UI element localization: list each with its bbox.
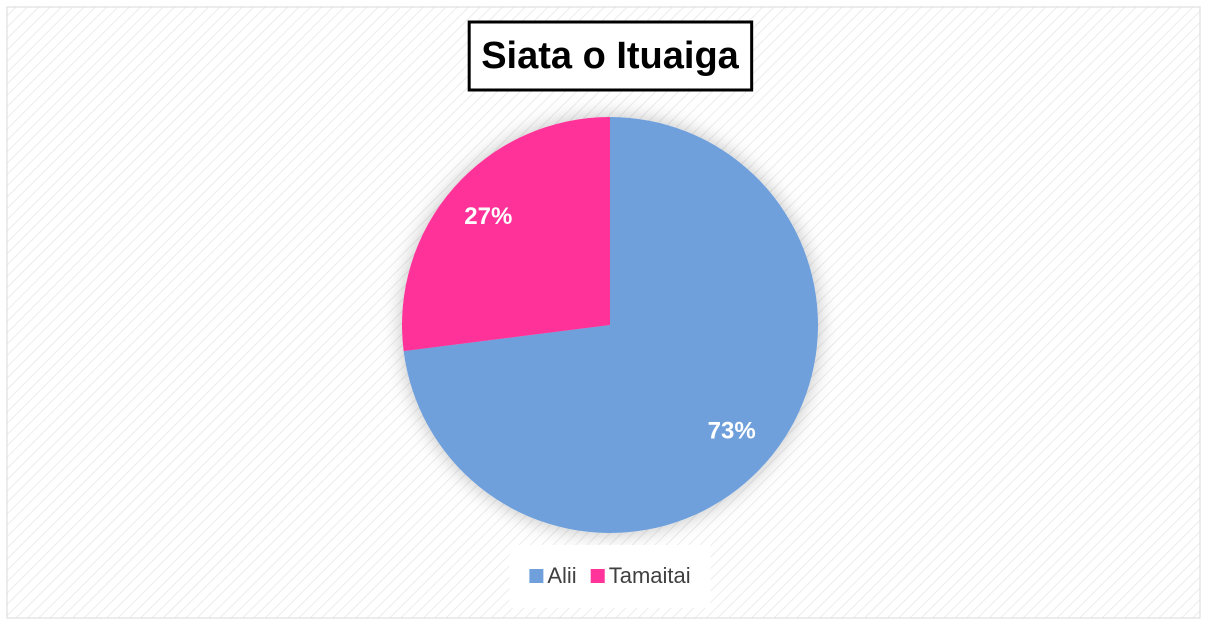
legend: Alii Tamaitai xyxy=(509,545,711,608)
legend-label: Tamaitai xyxy=(609,563,691,588)
chart-title: Siata o Ituaiga xyxy=(481,35,739,77)
pie xyxy=(402,117,818,533)
legend-label: Alii xyxy=(547,563,576,588)
legend-swatch xyxy=(529,569,544,583)
legend-swatch xyxy=(590,569,605,583)
pie-slice xyxy=(403,117,818,533)
data-labels: 73% 27% xyxy=(464,203,755,445)
pie-slice xyxy=(402,117,610,352)
data-label: 73% xyxy=(708,418,756,445)
data-label: 27% xyxy=(464,203,512,230)
title-box xyxy=(467,20,754,92)
